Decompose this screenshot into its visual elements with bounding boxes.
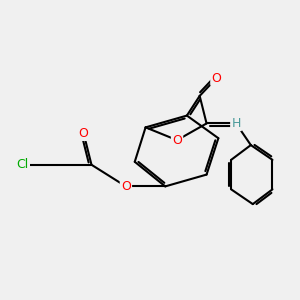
Text: H: H	[231, 117, 241, 130]
Text: O: O	[212, 72, 221, 85]
Text: O: O	[79, 127, 88, 140]
Text: Cl: Cl	[16, 158, 29, 171]
Text: O: O	[172, 134, 182, 147]
Text: O: O	[121, 180, 131, 193]
